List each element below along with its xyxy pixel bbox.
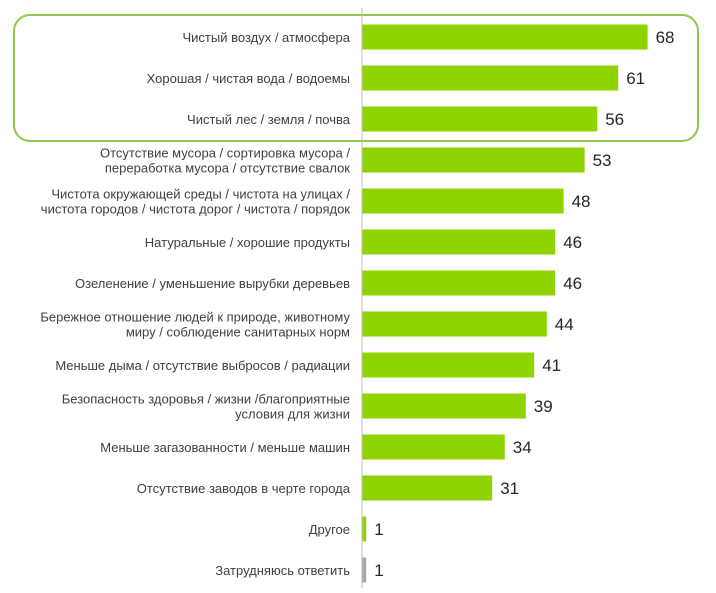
data-label: 61 [626,69,645,88]
data-label: 34 [513,438,532,457]
category-label: Бережное отношение людей к природе, живо… [40,310,350,340]
category-label-line: Бережное отношение людей к природе, живо… [40,310,350,325]
category-label-line: Натуральные / хорошие продукты [145,235,350,250]
data-label: 46 [563,274,582,293]
data-label: 31 [500,479,519,498]
category-label: Хорошая / чистая вода / водоемы [147,71,350,86]
category-label-line: миру / соблюдение санитарных норм [126,325,350,340]
bar [362,434,505,460]
bar [362,65,619,91]
bar [362,475,493,501]
category-label: Меньше дыма / отсутствие выбросов / ради… [55,358,350,373]
category-label: Отсутствие заводов в черте города [137,481,351,496]
data-label: 39 [534,397,553,416]
category-label: Затрудняюсь ответить [215,563,350,578]
category-label-line: Хорошая / чистая вода / водоемы [147,71,350,86]
bar [362,106,598,132]
category-label-line: Чистота окружающей среды / чистота на ул… [51,187,350,202]
category-label-line: Отсутствие мусора / сортировка мусора / [100,146,350,161]
category-label-line: Меньше дыма / отсутствие выбросов / ради… [55,358,350,373]
category-label-line: переработка мусора / отсутствие свалок [105,161,350,176]
category-label-line: Затрудняюсь ответить [215,563,350,578]
category-label: Безопасность здоровья / жизни /благоприя… [62,392,350,422]
category-label: Отсутствие мусора / сортировка мусора / п… [100,146,350,176]
category-label-line: Озеленение / уменьшение вырубки деревьев [75,276,350,291]
category-label-line: Отсутствие заводов в черте города [137,481,351,496]
category-label-line: Безопасность здоровья / жизни /благоприя… [62,392,350,407]
category-label: Другое [309,522,350,537]
category-label: Озеленение / уменьшение вырубки деревьев [75,276,350,291]
data-label: 1 [374,561,383,580]
bar [362,24,648,50]
data-label: 48 [572,192,591,211]
highlight-frame [13,14,699,142]
category-label-line: Меньше загазованности / меньше машин [100,440,350,455]
bar [362,311,547,337]
category-label-line: Чистый лес / земля / почва [187,112,351,127]
bar [362,229,556,255]
category-label: Натуральные / хорошие продукты [145,235,350,250]
bar [362,188,564,214]
bar [362,557,367,583]
category-label-line: Чистый воздух / атмосфера [183,30,351,45]
bar [362,270,556,296]
data-label: 53 [593,151,612,170]
category-label: Чистый лес / земля / почва [187,112,351,127]
category-label-line: Другое [309,522,350,537]
bar [362,147,585,173]
data-label: 68 [656,28,675,47]
bar [362,393,526,419]
bar [362,352,535,378]
category-label: Чистота окружающей среды / чистота на ул… [41,187,351,217]
category-label: Чистый воздух / атмосфера [183,30,351,45]
data-label: 44 [555,315,574,334]
data-label: 1 [374,520,383,539]
category-label-line: чистота городов / чистота дорог / чистот… [41,202,351,217]
data-label: 46 [563,233,582,252]
category-label: Меньше загазованности / меньше машин [100,440,350,455]
data-label: 41 [542,356,561,375]
category-label-line: условия для жизни [235,407,350,422]
data-label: 56 [605,110,624,129]
bar [362,516,367,542]
